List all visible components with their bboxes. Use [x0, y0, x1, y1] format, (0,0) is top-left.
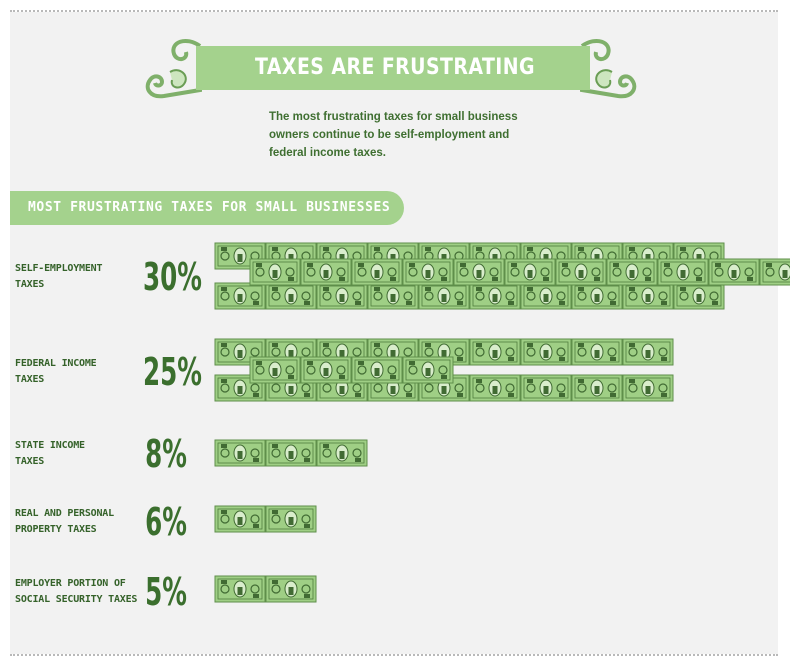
dollar-bill-icon [214, 374, 266, 402]
category-label: STATE INCOME TAXES [15, 440, 85, 467]
category-label: EMPLOYER PORTION OF SOCIAL SECURITY TAXE… [15, 578, 138, 605]
dollar-bill-icon [504, 258, 556, 286]
background-panel [10, 12, 778, 654]
dollar-bill-icon [673, 282, 725, 310]
dollar-bill-icon [622, 282, 674, 310]
dollar-bill-icon [759, 258, 790, 286]
page-title: TAXES ARE FRUSTRATING [254, 55, 536, 80]
dollar-bill-icon [214, 282, 266, 310]
title-banner [200, 46, 590, 90]
dollar-bill-icon [469, 282, 521, 310]
dollar-bill-icon [249, 356, 301, 384]
dollar-bill-icon [520, 374, 572, 402]
dollar-bill-icon [265, 282, 317, 310]
value-label: 6% [145, 500, 187, 544]
dollar-bill-icon [571, 338, 623, 366]
dollar-bill-icon [300, 258, 352, 286]
dollar-bill-icon [214, 242, 266, 270]
subtitle-line: owners continue to be self-employment an… [269, 129, 510, 141]
dollar-bill-icon [214, 575, 266, 603]
dollar-bill-icon [520, 282, 572, 310]
dollar-bill-icon [265, 575, 317, 603]
bar-2 [214, 338, 674, 402]
dollar-bill-icon [571, 374, 623, 402]
bar-5 [214, 575, 317, 603]
dollar-bill-icon [249, 258, 301, 286]
dollar-bill-icon [316, 439, 368, 467]
bar-1 [214, 242, 790, 310]
dollar-bill-icon [316, 282, 368, 310]
dollar-bill-icon [300, 356, 352, 384]
dollar-bill-icon [453, 258, 505, 286]
dollar-bill-icon [214, 439, 266, 467]
dollar-bill-icon [469, 374, 521, 402]
top-dotted-divider [10, 10, 778, 12]
bottom-dotted-divider [10, 654, 778, 656]
dollar-bill-icon [622, 338, 674, 366]
dollar-bill-icon [367, 282, 419, 310]
dollar-bill-icon [418, 374, 470, 402]
dollar-bill-icon [402, 258, 454, 286]
dollar-bill-icon [402, 356, 454, 384]
category-label: REAL AND PERSONAL PROPERTY TAXES [15, 508, 114, 535]
dollar-bill-icon [418, 282, 470, 310]
category-label: FEDERAL INCOME TAXES [15, 358, 97, 385]
subtitle-line: federal income taxes. [269, 147, 386, 159]
value-label: 8% [145, 432, 187, 476]
dollar-bill-icon [351, 356, 403, 384]
bar-4 [214, 505, 317, 533]
dollar-bill-icon [265, 505, 317, 533]
chart-title: MOST FRUSTRATING TAXES FOR SMALL BUSINES… [28, 200, 391, 215]
dollar-bill-icon [606, 258, 658, 286]
section-header-pill [10, 191, 404, 225]
dollar-bill-icon [622, 374, 674, 402]
dollar-bill-icon [520, 338, 572, 366]
subtitle: The most frustrating taxes for small bus… [269, 108, 531, 162]
dollar-bill-icon [469, 338, 521, 366]
dollar-bill-icon [657, 258, 709, 286]
dollar-bill-icon [265, 439, 317, 467]
value-label: 5% [145, 570, 187, 614]
dollar-bill-icon [708, 258, 760, 286]
dollar-bill-icon [351, 258, 403, 286]
subtitle-line: The most frustrating taxes for small bus… [269, 111, 518, 123]
category-label: SELF-EMPLOYMENT TAXES [15, 263, 103, 290]
dollar-bill-icon [214, 505, 266, 533]
bar-3 [214, 439, 368, 467]
dollar-bill-icon [555, 258, 607, 286]
dollar-bill-icon [571, 282, 623, 310]
